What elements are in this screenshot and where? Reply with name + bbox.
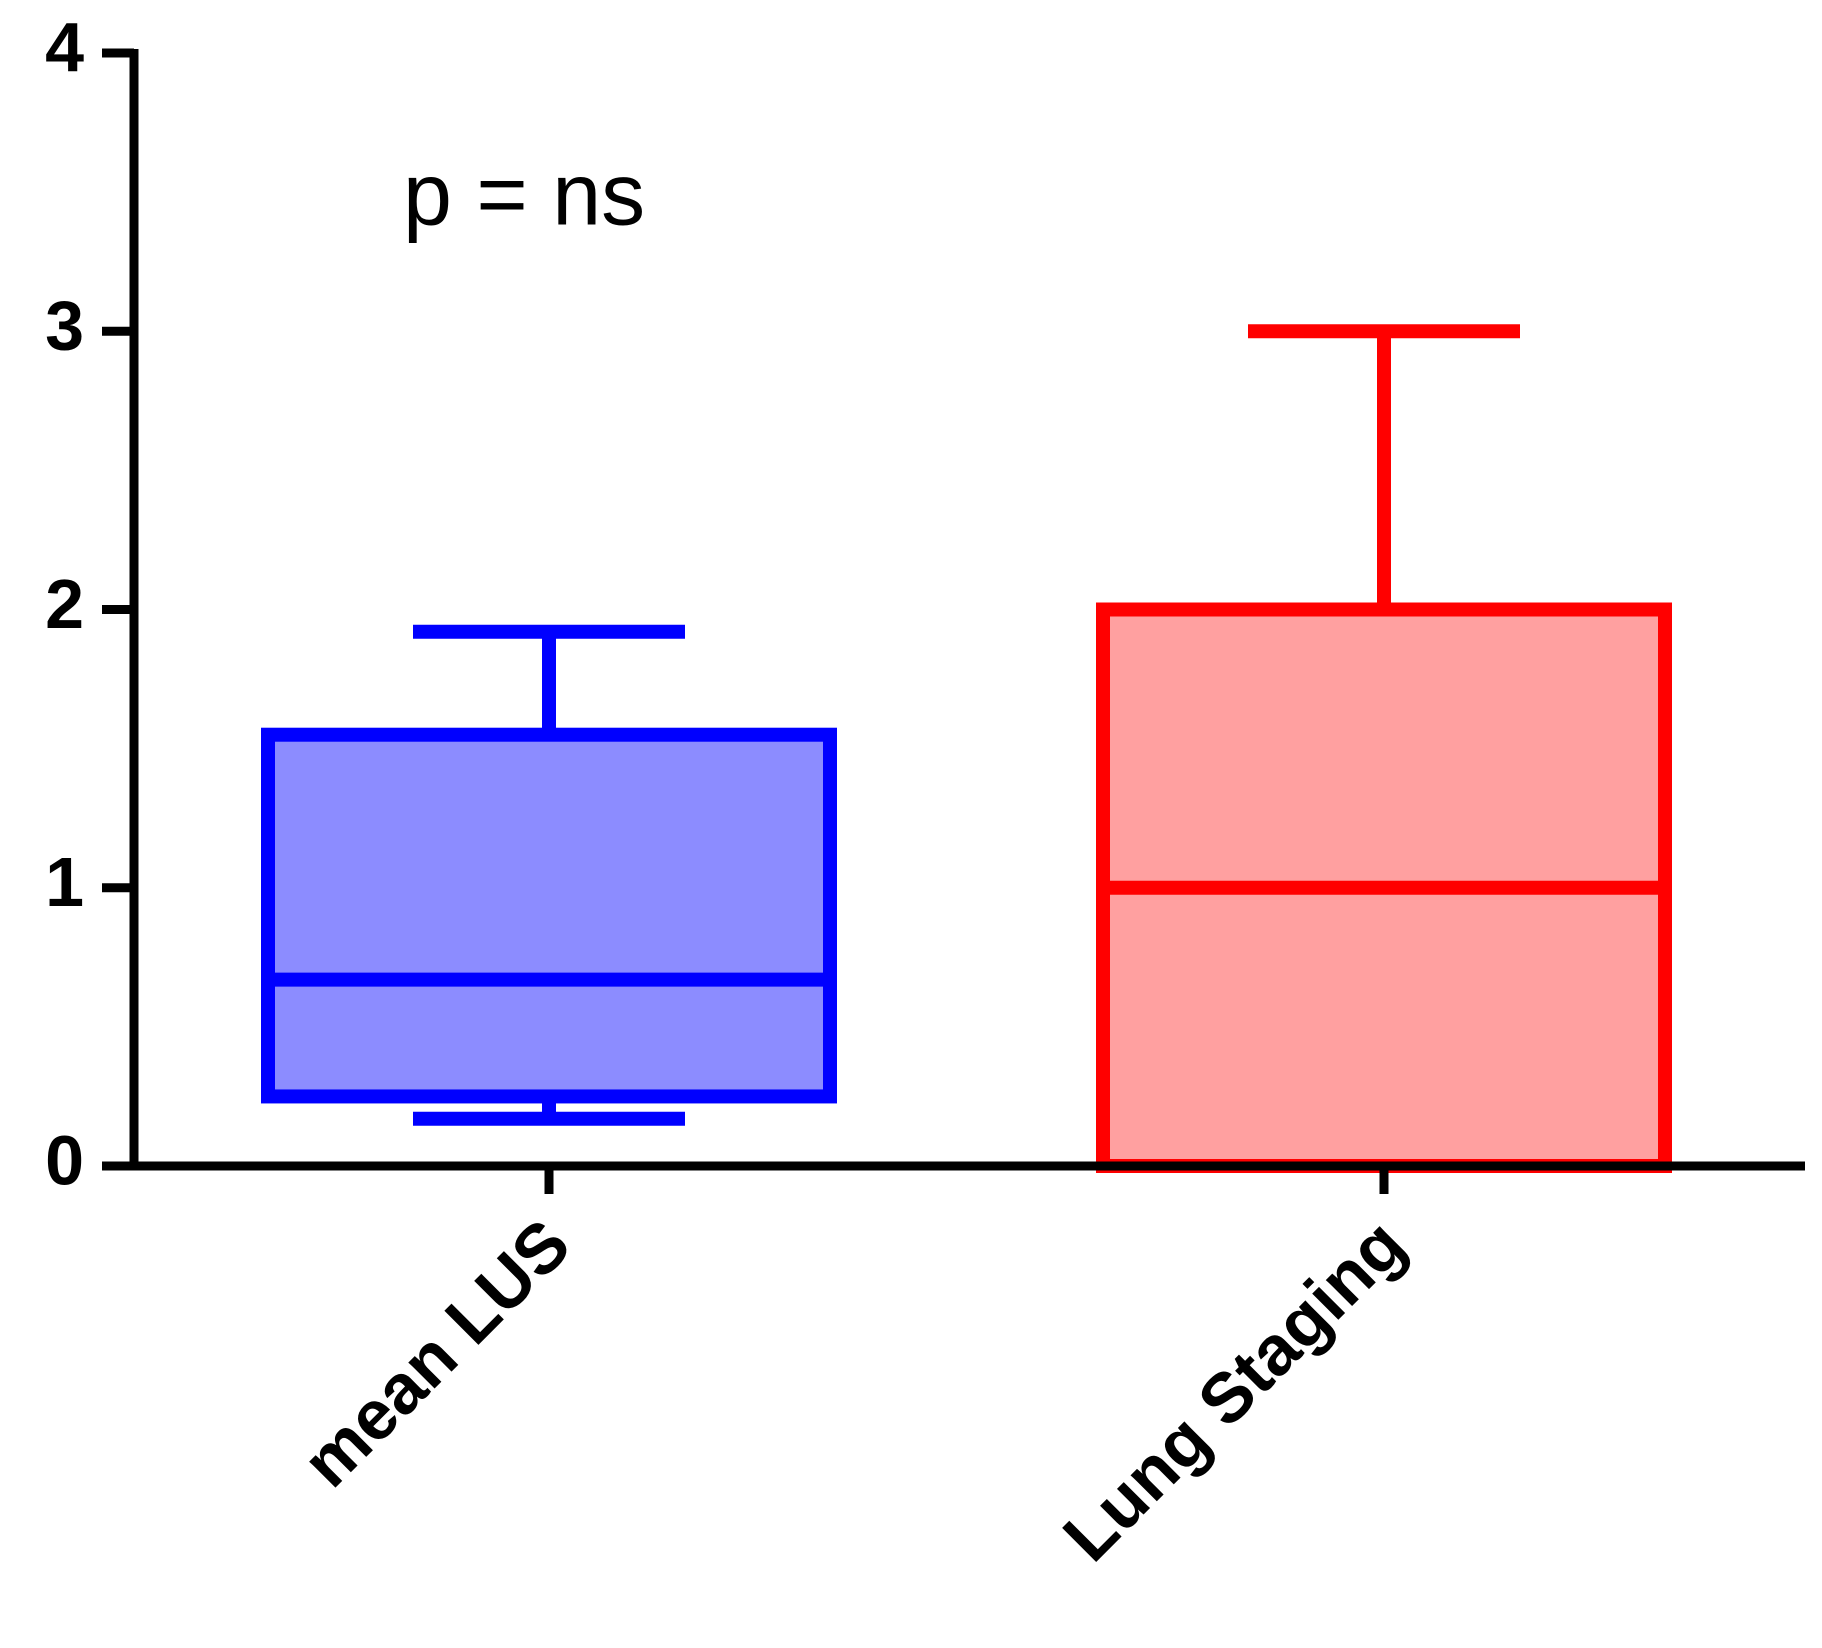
box — [261, 727, 837, 1104]
y-tick-label: 3 — [45, 287, 84, 365]
x-tick-label: mean LUS — [287, 1205, 584, 1502]
x-tick-label: Lung Staging — [1048, 1205, 1419, 1576]
annotation: p = ns — [403, 144, 645, 243]
y-tick-label: 0 — [45, 1121, 84, 1199]
y-tick-label: 2 — [45, 565, 84, 643]
y-tick-label: 1 — [45, 843, 84, 921]
y-tick-label: 4 — [45, 8, 84, 86]
